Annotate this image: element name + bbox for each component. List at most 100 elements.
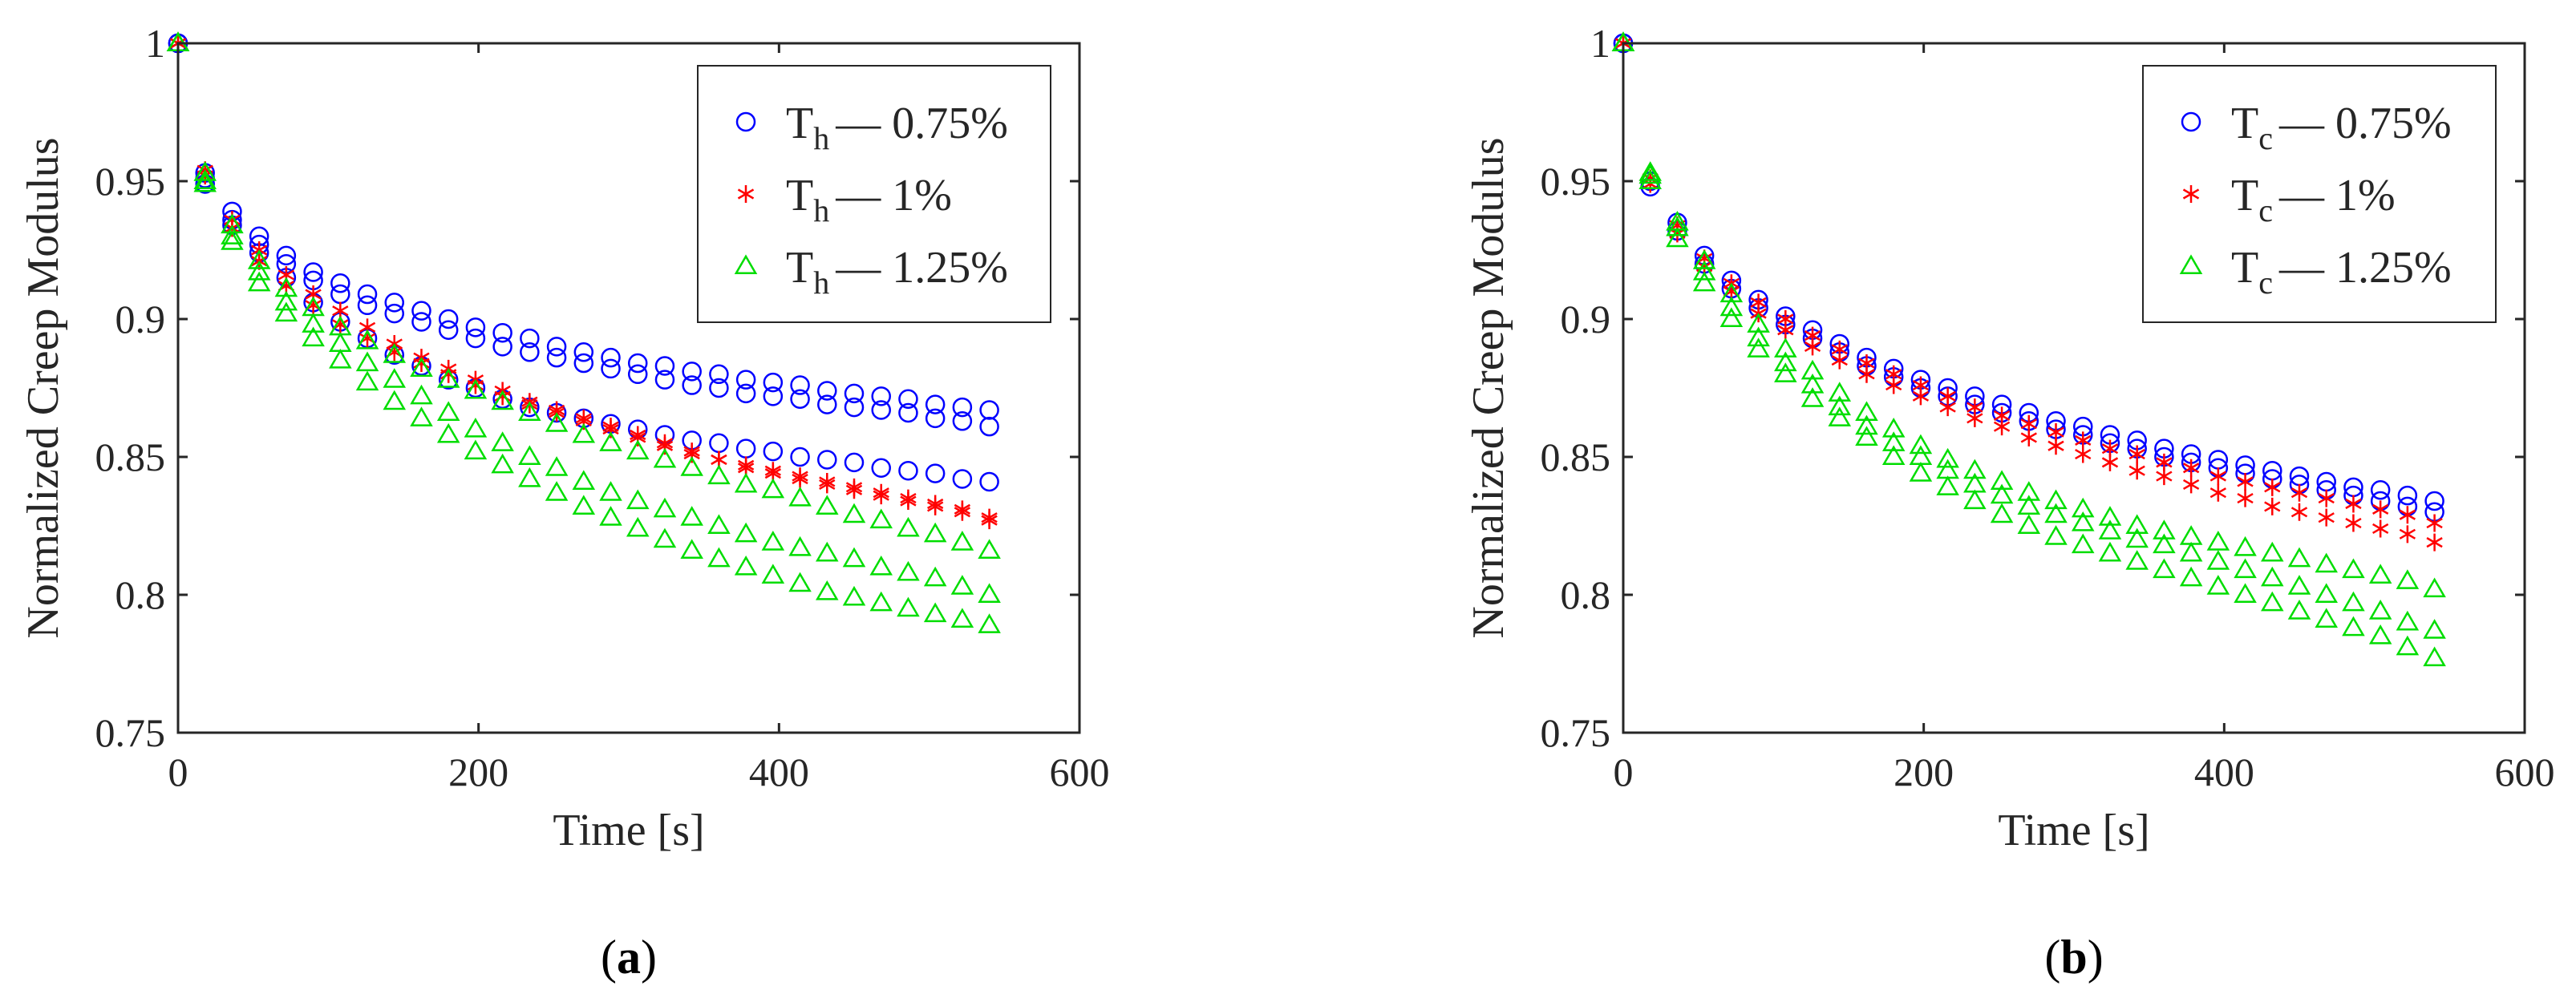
panel-a-point-triangle [761,564,785,584]
panel-a-point-circle [844,397,865,418]
panel-a-legend-base: T [786,99,813,148]
panel-b-point-asterisk [2318,489,2335,507]
panel-a-point-triangle [897,560,920,581]
panel-b-point-triangle [2261,541,2284,562]
panel-a-point-triangle [193,172,217,192]
panel-b-point-triangle [2342,591,2365,612]
panel-a-point-triangle [355,329,379,350]
panel-a-point-triangle [410,384,433,405]
panel-a-point-circle [601,347,621,368]
panel-a-y-tick-label: 0.85 [95,434,166,479]
panel-b-point-asterisk [2047,437,2064,455]
panel-b-point-triangle [1719,296,1744,317]
panel-a-point-triangle [491,453,514,474]
panel-a-point-asterisk [981,511,998,530]
panel-a-point-triangle [788,487,812,507]
panel-b-point-circle [2370,480,2391,500]
panel-a-legend-circle-icon [735,111,756,132]
panel-b-y-tick-label: 1 [1590,21,1610,66]
panel-b-legend-triangle-icon [2179,254,2203,275]
panel-b-point-asterisk [2182,475,2200,494]
panel-b-point-triangle [1800,359,1825,380]
panel-a-point-triangle [761,478,785,499]
panel-a-point-circle [465,317,486,337]
panel-a-point-circle [898,402,918,423]
panel-a-point-triangle [626,516,650,537]
panel-b-point-asterisk [1858,365,1875,383]
panel-a-x-tick-label: 0 [168,750,188,794]
panel-a-point-circle [952,469,973,489]
panel-b-y-tick-label: 0.9 [1561,297,1611,341]
panel-b-point-triangle [2423,577,2446,598]
panel-a-point-triangle [355,370,379,391]
panel-a-point-triangle [572,495,596,515]
panel-b-point-triangle [2179,566,2203,587]
panel-b-point-triangle [1800,373,1825,394]
panel-a-point-asterisk [819,472,836,491]
panel-b-point-triangle [2179,541,2203,562]
panel-b-legend-label: — 1% [2278,171,2396,220]
panel-b-point-triangle [2423,619,2446,639]
panel-a-point-triangle [923,566,947,587]
panel-b-legend: Tc — 0.75%Tc — 1%Tc — 1.25% [2142,65,2497,323]
panel-a-x-tick-label: 200 [448,750,508,794]
panel-a-point-triangle [329,349,352,369]
panel-b-point-triangle [2315,583,2338,604]
panel-b-point-triangle [2098,541,2122,562]
panel-a-point-circle [763,441,784,462]
panel-b-point-asterisk [2318,508,2335,527]
panel-b-point-asterisk [2345,495,2362,513]
panel-a-y-tick-label: 1 [145,21,165,66]
panel-b-point-triangle [1638,161,1662,181]
panel-a-point-circle [763,386,784,406]
panel-a-point-circle [952,411,973,431]
panel-b-point-triangle [2261,566,2284,587]
panel-b-point-triangle [1638,169,1662,190]
panel-a-legend-triangle-icon [734,254,758,275]
panel-b-point-asterisk [2182,459,2200,477]
panel-a-axes [176,42,1081,734]
panel-a-legend-sub: h [813,192,829,228]
panel-a-ticks: 0 200 400 600 0.75 0.8 0.85 0.9 0.95 1 [95,21,1110,794]
panel-a-point-triangle [842,547,866,568]
panel-b-point-triangle [1855,401,1878,422]
panel-a-point-circle [979,471,999,492]
panel-a-point-circle [330,273,350,293]
panel-a-legend-sub: h [813,265,829,301]
panel-b-point-triangle [1828,395,1852,416]
panel-a-point-circle [898,460,918,481]
panel-a-point-triangle [788,535,812,556]
panel-b-legend-sub: c [2258,192,2273,228]
panel-a-point-circle [844,452,865,473]
panel-a-point-triangle [491,390,514,410]
panel-a-point-triangle [869,591,893,612]
panel-a-point-circle [763,372,784,393]
panel-a-point-triangle [464,378,488,399]
panel-a-point-triangle [302,326,325,347]
panel-b-point-triangle [2071,511,2095,531]
panel-b-y-tick-label: 0.75 [1541,710,1611,755]
panel-a-point-circle [817,394,837,414]
panel-a-point-circle [573,342,594,362]
panel-b-point-triangle [1692,260,1716,281]
panel-a-point-asterisk [900,489,917,507]
panel-a-point-circle [276,245,297,266]
panel-a-point-triangle [572,422,596,443]
panel-a-point-triangle [464,418,488,438]
panel-a-point-triangle [545,481,569,501]
panel-b-point-triangle [2287,600,2311,620]
panel-a-point-circle [817,450,837,470]
panel-a-point-circle [682,362,702,382]
panel-b-legend-entry: Tc — 1% [2231,171,2396,228]
panel-b-point-triangle [2098,506,2122,526]
panel-a-point-circle [979,400,999,420]
panel-b-legend-base: T [2231,243,2258,293]
panel-a-point-triangle [355,351,379,372]
panel-a-point-triangle [436,368,460,388]
panel-b-point-triangle [2423,646,2446,667]
panel-b-point-triangle [1855,426,1878,446]
panel-a-point-circle [546,337,567,357]
panel-a-point-triangle [518,467,541,487]
panel-a-point-asterisk [873,483,889,502]
panel-a-y-tick-label: 0.9 [115,297,166,341]
